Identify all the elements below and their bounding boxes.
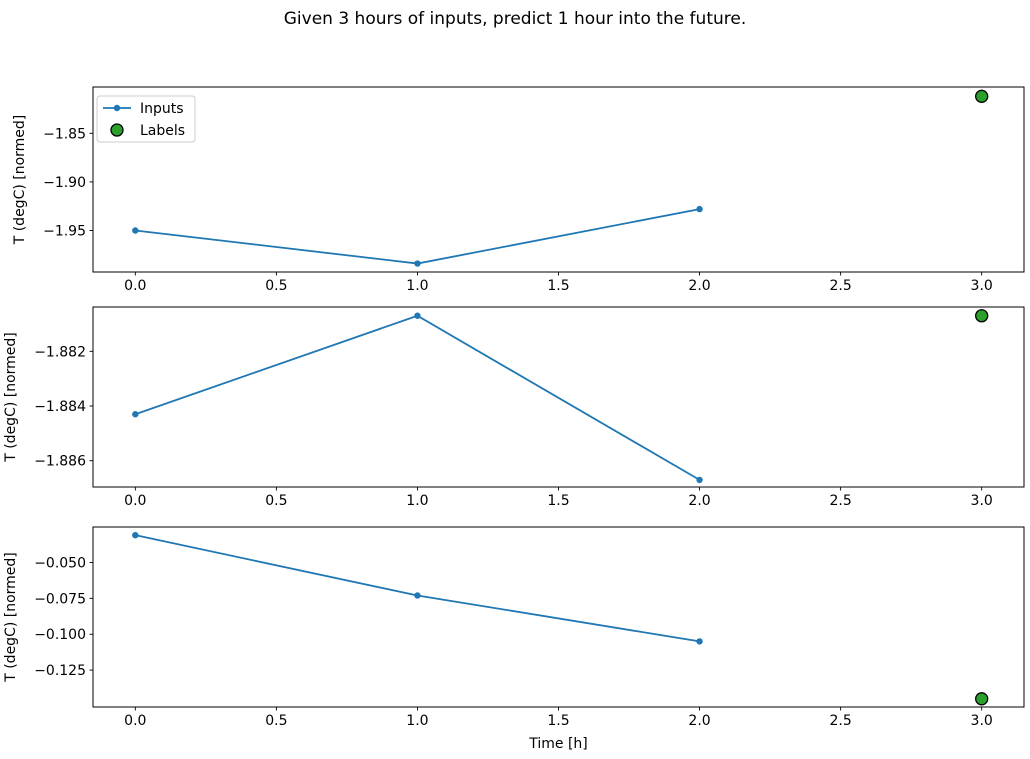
x-tick-label: 0.0 bbox=[124, 278, 146, 294]
figure-title: Given 3 hours of inputs, predict 1 hour … bbox=[283, 9, 747, 29]
legend-inputs-marker bbox=[113, 104, 121, 112]
x-tick-label: 0.5 bbox=[265, 713, 287, 729]
inputs-marker bbox=[414, 592, 421, 599]
x-axis-label: Time [h] bbox=[528, 736, 588, 752]
inputs-marker bbox=[696, 476, 703, 484]
x-tick-label: 2.5 bbox=[829, 713, 851, 729]
x-tick-label: 1.5 bbox=[547, 493, 569, 509]
x-tick-label: 1.0 bbox=[406, 278, 428, 294]
y-axis-label: T (degC) [normed] bbox=[12, 115, 28, 246]
axes-border bbox=[92, 86, 1025, 273]
y-tick-label: −1.884 bbox=[34, 399, 86, 415]
inputs-line bbox=[135, 534, 700, 643]
y-tick-label: −0.075 bbox=[34, 591, 86, 607]
x-tick-label: 2.5 bbox=[829, 493, 851, 509]
subplot-1: 0.0 0.5 1.0 1.5 2.0 2.5 3.0 −1.85 −1.90 −1.95 T (d… bbox=[12, 86, 1025, 294]
legend-item-label: Labels bbox=[140, 123, 185, 139]
labels-point bbox=[975, 89, 989, 103]
y-tick-label: −0.125 bbox=[34, 663, 86, 679]
legend-item-label: Inputs bbox=[140, 101, 184, 117]
legend: Inputs Labels bbox=[96, 95, 196, 143]
inputs-marker bbox=[132, 531, 139, 539]
x-tick-label: 1.0 bbox=[406, 713, 428, 729]
x-tick-label: 3.0 bbox=[971, 278, 993, 294]
axes-border bbox=[92, 526, 1025, 708]
inputs-marker bbox=[414, 312, 421, 319]
y-tick-label: −1.85 bbox=[43, 126, 86, 142]
x-tick-label: 0.5 bbox=[265, 278, 287, 294]
x-tick-label: 2.5 bbox=[829, 278, 851, 294]
x-tick-label: 1.5 bbox=[547, 278, 569, 294]
inputs-line bbox=[135, 314, 701, 481]
y-tick-label: −1.90 bbox=[43, 175, 86, 191]
y-axis-label: T (degC) [normed] bbox=[3, 332, 19, 463]
x-tick-label: 1.5 bbox=[547, 713, 569, 729]
subplot-3: 0.0 0.5 1.0 1.5 2.0 2.5 3.0 −0.050 −0.075 −0.100 −… bbox=[3, 526, 1025, 752]
subplot-2: 0.0 0.5 1.0 1.5 2.0 2.5 3.0 −1.882 −1.884 −1.886 T… bbox=[3, 306, 1025, 509]
labels-point bbox=[975, 309, 989, 323]
x-tick-label: 1.0 bbox=[406, 493, 428, 509]
x-tick-label: 3.0 bbox=[971, 713, 993, 729]
x-tick-label: 3.0 bbox=[971, 493, 993, 509]
x-tick-label: 2.0 bbox=[688, 278, 710, 294]
inputs-marker bbox=[132, 411, 139, 418]
labels-point bbox=[975, 692, 989, 706]
y-tick-label: −0.100 bbox=[34, 627, 86, 643]
inputs-marker bbox=[132, 227, 139, 234]
y-tick-label: −0.050 bbox=[34, 555, 86, 571]
y-tick-label: −1.882 bbox=[34, 344, 86, 360]
y-axis-label: T (degC) [normed] bbox=[3, 552, 19, 683]
x-tick-label: 0.0 bbox=[124, 713, 146, 729]
inputs-marker bbox=[414, 260, 421, 267]
legend-labels-handle bbox=[110, 123, 124, 137]
inputs-line bbox=[135, 208, 700, 265]
x-tick-label: 2.0 bbox=[688, 493, 710, 509]
y-tick-label: −1.95 bbox=[43, 223, 86, 239]
y-tick-label: −1.886 bbox=[34, 454, 86, 470]
x-tick-label: 0.5 bbox=[265, 493, 287, 509]
inputs-marker bbox=[696, 205, 703, 213]
x-tick-label: 2.0 bbox=[688, 713, 710, 729]
inputs-marker bbox=[696, 638, 703, 645]
x-tick-label: 0.0 bbox=[124, 493, 146, 509]
